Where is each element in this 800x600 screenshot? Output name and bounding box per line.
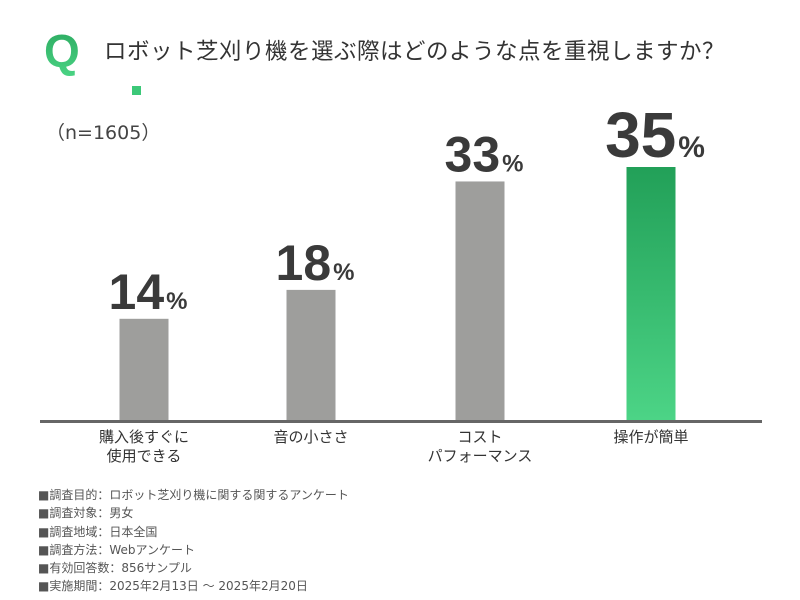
- bar-3: [455, 181, 505, 420]
- note-method: ■調査方法：Webアンケート: [38, 542, 196, 557]
- q-letter: Q: [44, 22, 80, 80]
- data-label-4: 35%: [605, 99, 705, 171]
- note-region: ■調査地域：日本全国: [38, 524, 158, 539]
- question-title: ロボット芝刈り機を選ぶ際はどのような点を重視しますか？: [104, 39, 726, 65]
- bar-2: [286, 289, 336, 420]
- data-label-3: 33%: [445, 126, 524, 182]
- note-purpose: ■調査目的：ロボット芝刈り機に関する関するアンケート: [38, 488, 349, 502]
- bar-1: [119, 318, 169, 420]
- note-period: ■実施期間：2025年2月13日 ～ 2025年2月20日: [38, 579, 308, 594]
- survey-notes: ■調査目的：ロボット芝刈り機に関する関するアンケート ■調査対象：男女 ■調査地…: [38, 486, 349, 596]
- bar-4: [626, 167, 676, 420]
- q-dot: [132, 86, 141, 95]
- category-label-3-line-2: パフォーマンス: [428, 447, 533, 465]
- category-label-4-line-1: 操作が簡単: [613, 428, 688, 446]
- note-target: ■調査対象：男女: [38, 506, 134, 521]
- sample-size: （n=1605）: [46, 122, 161, 144]
- category-label-2-line-1: 音の小ささ: [273, 428, 348, 446]
- note-samples: ■有効回答数：856サンプル: [38, 561, 192, 576]
- data-label-1: 14%: [109, 264, 188, 320]
- question-mark-logo: Q: [44, 22, 141, 95]
- data-label-2: 18%: [276, 235, 355, 291]
- category-label-1-line-1: 購入後すぐに: [99, 428, 189, 446]
- category-label-1-line-2: 使用できる: [107, 447, 182, 465]
- category-label-3-line-1: コスト: [457, 428, 502, 446]
